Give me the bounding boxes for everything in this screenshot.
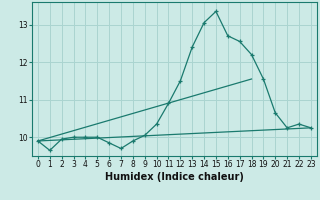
X-axis label: Humidex (Indice chaleur): Humidex (Indice chaleur)	[105, 172, 244, 182]
